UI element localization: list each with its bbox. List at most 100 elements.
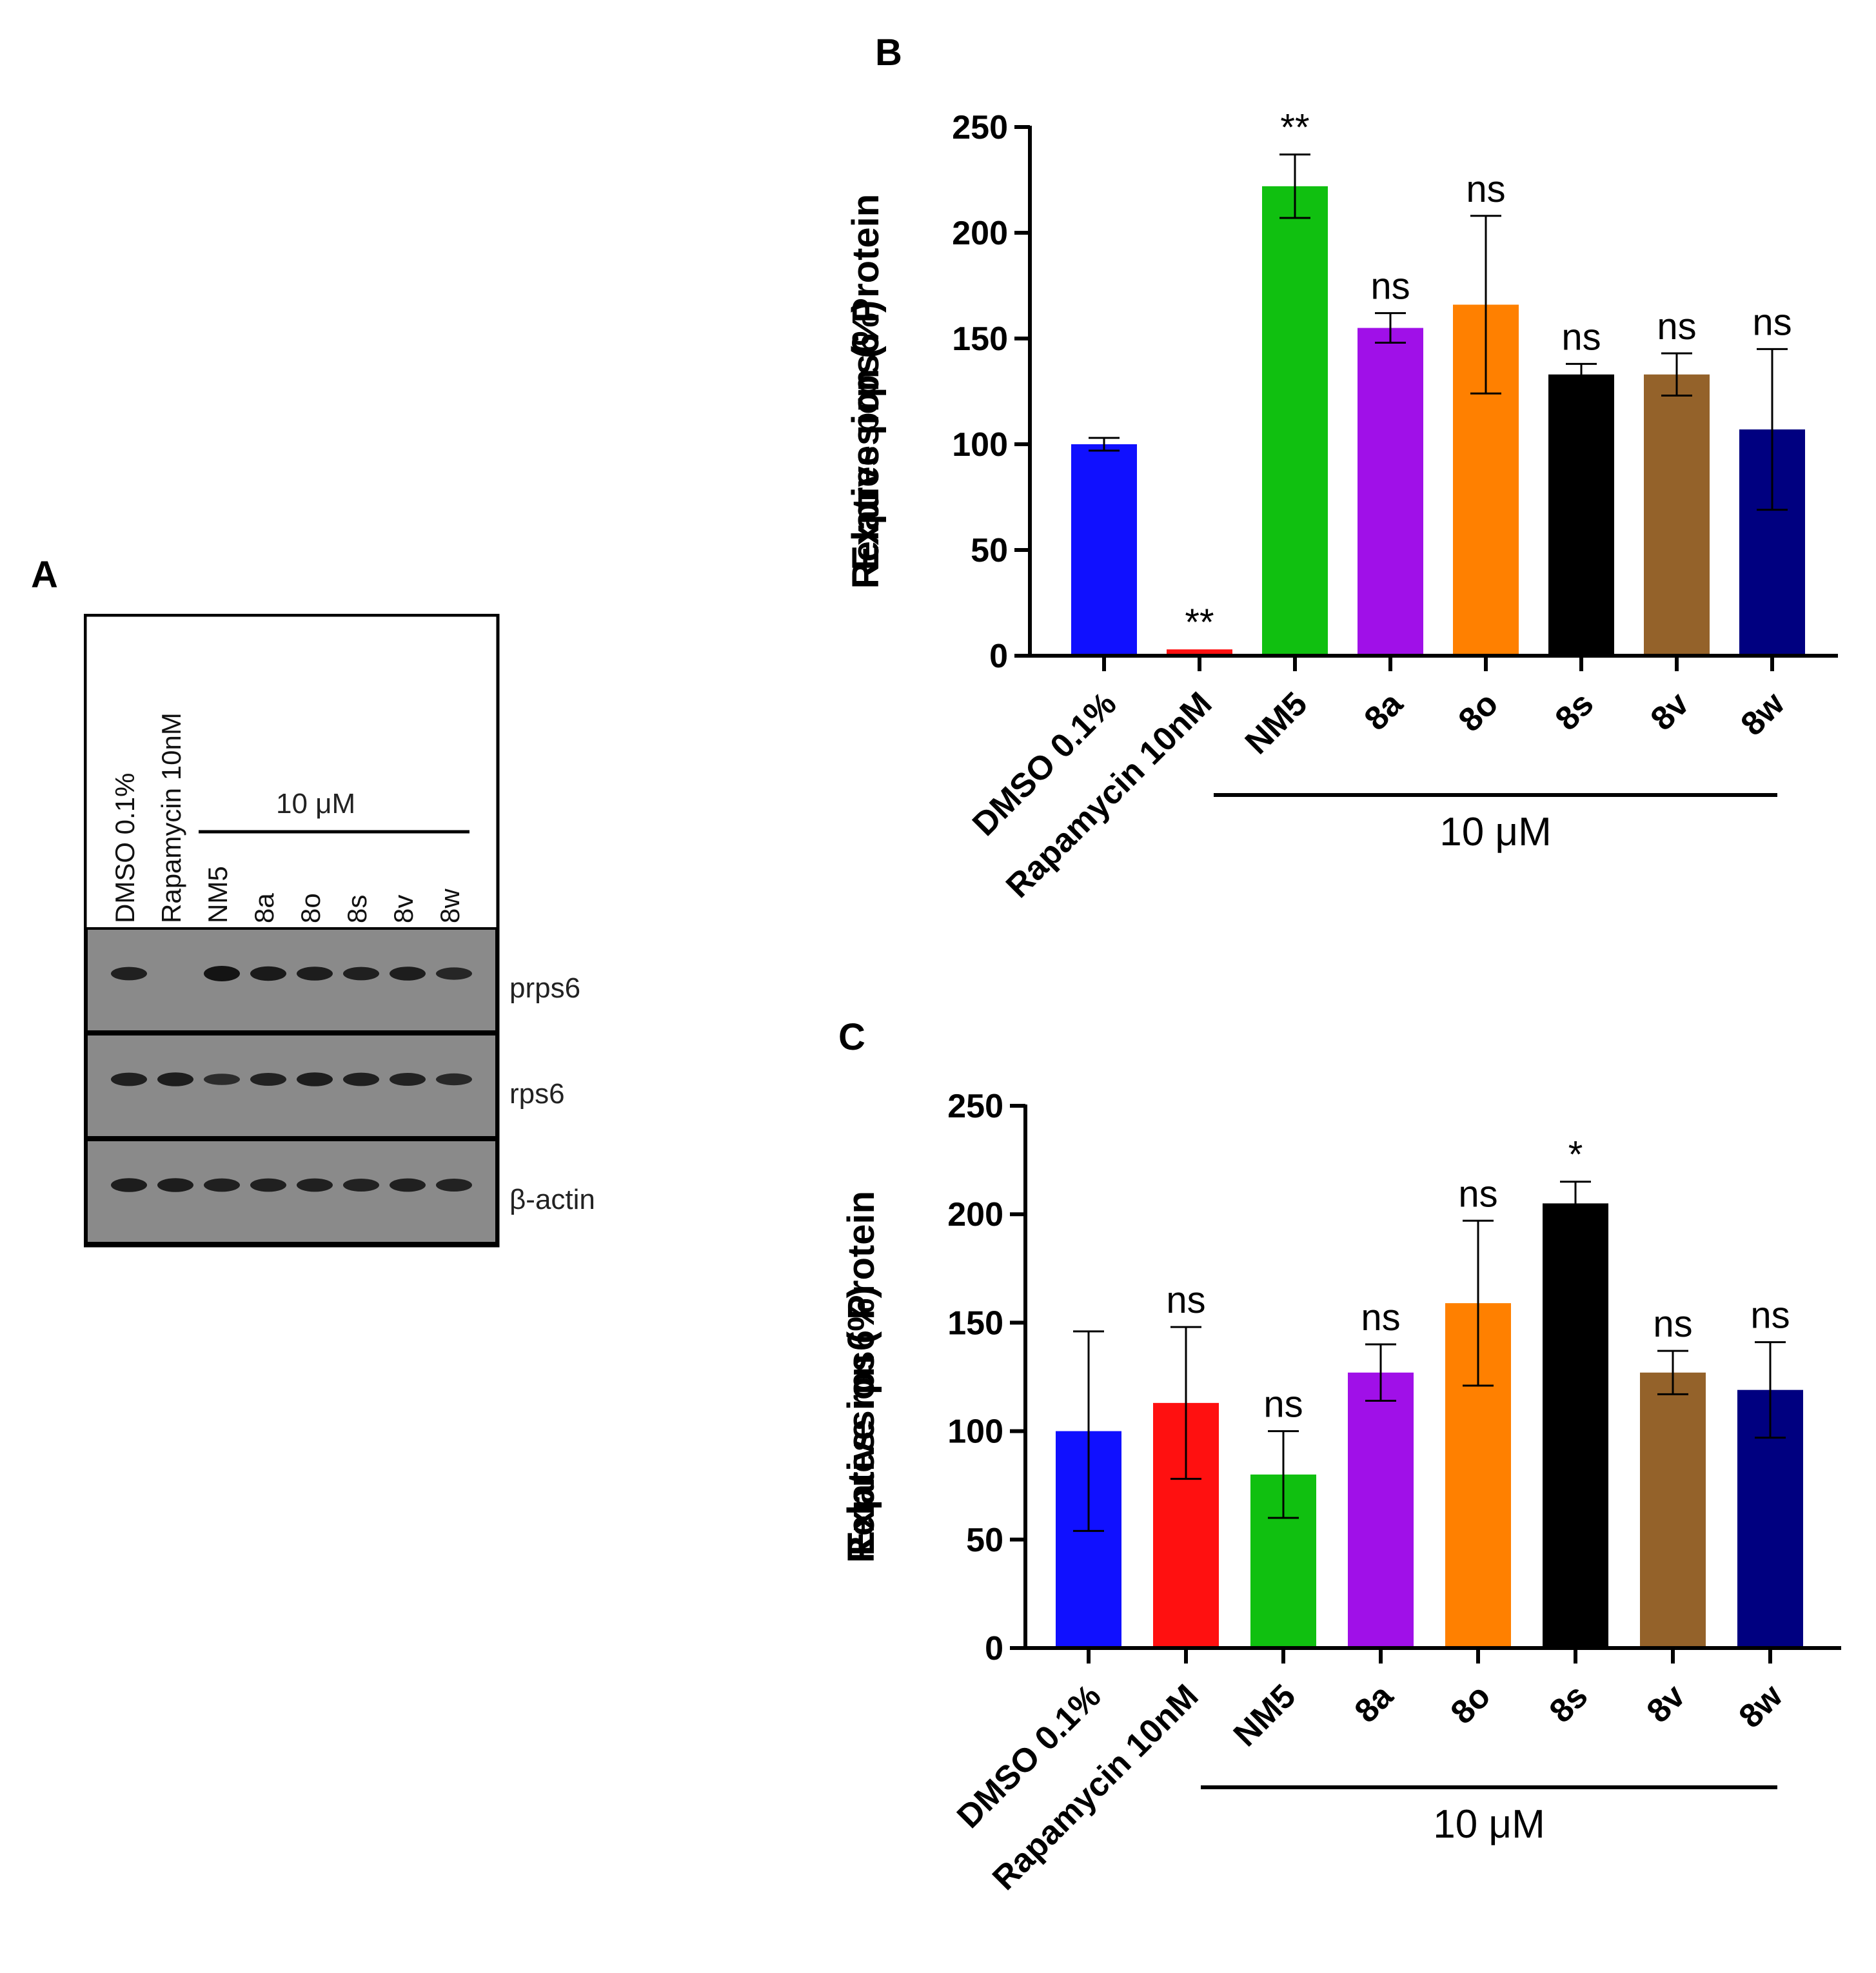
- y-axis-label-line2: Expression (%): [840, 1286, 882, 1556]
- y-axis-label-line1: Relative prps6 Protein: [845, 194, 887, 589]
- significance-label: *: [1568, 1134, 1583, 1176]
- band-label-beta-actin: β-actin: [509, 1184, 595, 1215]
- y-tick-label: 0: [989, 638, 1008, 675]
- panel-c-letter: C: [838, 1016, 865, 1058]
- bar: [1348, 1372, 1414, 1648]
- blot-band: [343, 1072, 379, 1086]
- blot-band: [390, 1178, 426, 1192]
- band-label-prps6: prps6: [509, 972, 581, 1004]
- error-bar: [1268, 1430, 1299, 1519]
- error-bar: [1566, 362, 1597, 386]
- blot-band: [157, 1072, 193, 1086]
- significance-label: ns: [1752, 301, 1792, 343]
- x-category-label: 8w: [1732, 1677, 1790, 1735]
- blot-band: [390, 1073, 426, 1086]
- blot-strip-prps6: [85, 927, 498, 1033]
- y-tick-label: 200: [952, 215, 1008, 252]
- x-category-label: 8s: [1548, 685, 1601, 738]
- blot-strip-actin: [85, 1139, 498, 1244]
- bar: [1548, 374, 1614, 656]
- blot-band: [390, 967, 426, 981]
- error-bar: [1560, 1181, 1591, 1226]
- bar: [1543, 1203, 1608, 1648]
- x-category-label: 8a: [1348, 1677, 1401, 1731]
- y-tick-label: 50: [971, 532, 1008, 569]
- x-category-label: 8o: [1452, 685, 1506, 739]
- y-tick-label: 150: [952, 320, 1008, 358]
- x-category-label: 8w: [1733, 685, 1792, 743]
- blot-band: [436, 1179, 472, 1192]
- significance-label: ns: [1361, 1297, 1400, 1339]
- y-tick-label: 150: [947, 1304, 1003, 1342]
- blot-band: [250, 1178, 286, 1192]
- x-category-label: 8v: [1644, 685, 1697, 738]
- blot-strip-rps6: [85, 1033, 498, 1139]
- error-bar: [1375, 312, 1406, 344]
- error-bar: [1661, 352, 1692, 397]
- x-category-label: 8s: [1543, 1677, 1595, 1730]
- error-bar: [1657, 1350, 1688, 1395]
- blot-concentration-label: 10 μM: [276, 788, 356, 820]
- y-tick-label: 50: [966, 1522, 1003, 1559]
- group-label: 10 μM: [1439, 810, 1552, 854]
- significance-label: ns: [1657, 306, 1696, 348]
- y-tick-label: 100: [947, 1413, 1003, 1451]
- y-axis-label-line2: Expression (%): [845, 300, 887, 571]
- error-bar: [1089, 437, 1120, 452]
- bar: [1358, 328, 1423, 656]
- significance-label: ns: [1370, 266, 1410, 308]
- error-bar: [1757, 348, 1788, 511]
- significance-label: ns: [1653, 1303, 1692, 1345]
- y-tick-label: 250: [952, 109, 1008, 146]
- western-blot-panel: DMSO 0.1% Rapamycin 10nM NM5 8a 8o 8s 8v 8w 10 …: [84, 614, 503, 1252]
- blot-band: [297, 967, 333, 981]
- significance-label: ns: [1263, 1384, 1303, 1426]
- blot-band: [157, 1178, 193, 1192]
- error-bar: [1463, 1219, 1494, 1387]
- error-bar: [1365, 1343, 1396, 1402]
- panel-a-letter: A: [31, 554, 58, 596]
- y-tick-label: 250: [947, 1088, 1003, 1125]
- bar: [1262, 186, 1328, 656]
- significance-label: **: [1280, 107, 1309, 149]
- blot-band: [297, 1178, 333, 1192]
- error-bar: [1470, 215, 1501, 395]
- blot-band: [436, 1073, 472, 1086]
- significance-label: ns: [1166, 1279, 1205, 1321]
- blot-band: [250, 1073, 286, 1086]
- western-blot-graphic: [84, 614, 500, 1248]
- significance-label: ns: [1750, 1295, 1790, 1337]
- band-label-rps6: rps6: [509, 1078, 565, 1110]
- x-category-label: NM5: [1238, 685, 1315, 761]
- x-category-label: 8v: [1640, 1677, 1693, 1730]
- bar: [1167, 649, 1232, 656]
- blot-band: [111, 1178, 147, 1192]
- error-bar: [1170, 1326, 1201, 1480]
- significance-label: ns: [1466, 168, 1505, 210]
- blot-band: [204, 966, 240, 981]
- panel-b-letter: B: [875, 32, 902, 74]
- y-tick-label: 200: [947, 1196, 1003, 1233]
- blot-band: [297, 1072, 333, 1086]
- x-category-label: NM5: [1227, 1677, 1303, 1754]
- blot-band: [111, 1072, 147, 1086]
- blot-band: [436, 967, 472, 980]
- significance-label: ns: [1561, 316, 1601, 358]
- blot-band: [343, 1179, 379, 1192]
- x-category-label: 8a: [1358, 685, 1411, 738]
- group-label: 10 μM: [1433, 1802, 1545, 1847]
- x-category-label: 8o: [1444, 1677, 1498, 1731]
- error-bar: [1073, 1330, 1104, 1532]
- bar: [1644, 374, 1710, 656]
- blot-band: [204, 1178, 240, 1192]
- bar: [1640, 1372, 1706, 1648]
- significance-label: ns: [1458, 1173, 1497, 1215]
- blot-band: [343, 967, 379, 981]
- blot-band: [204, 1074, 240, 1085]
- y-axis-label-line1: Relative rps6 Protein: [840, 1191, 882, 1563]
- blot-band: [250, 966, 286, 981]
- error-bar: [1279, 153, 1310, 219]
